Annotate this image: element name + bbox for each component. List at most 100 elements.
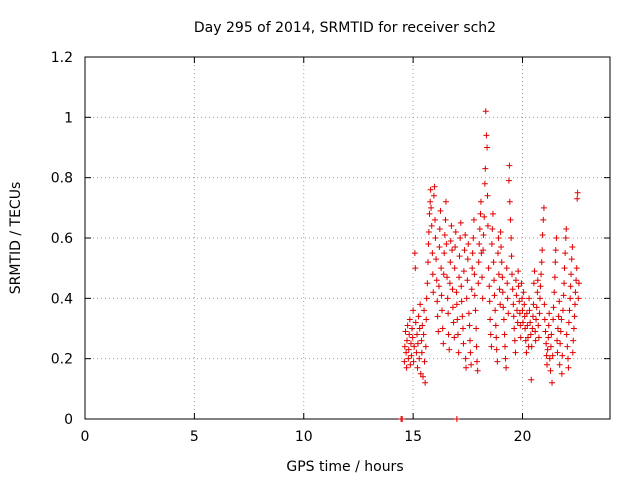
x-tick-label: 10 xyxy=(295,429,313,445)
data-point xyxy=(542,328,549,335)
data-point xyxy=(561,280,568,287)
data-point xyxy=(460,340,467,347)
data-point xyxy=(509,271,515,278)
data-point xyxy=(452,228,459,235)
data-point xyxy=(495,250,501,257)
data-point xyxy=(552,247,559,254)
data-point xyxy=(569,349,576,356)
x-tick-label: 15 xyxy=(404,429,422,445)
data-point xyxy=(509,286,516,293)
data-point xyxy=(548,331,555,338)
data-point xyxy=(428,222,435,229)
data-point xyxy=(508,253,515,260)
data-point xyxy=(471,271,478,278)
data-point xyxy=(414,340,421,347)
data-point xyxy=(502,355,509,362)
data-point xyxy=(462,355,469,362)
data-point xyxy=(464,277,471,284)
data-point xyxy=(407,340,414,347)
data-point xyxy=(482,108,489,115)
data-point xyxy=(427,186,434,193)
data-point xyxy=(538,259,545,266)
data-point xyxy=(475,280,482,287)
data-point xyxy=(527,319,534,326)
data-point xyxy=(478,250,485,257)
data-point xyxy=(523,349,530,356)
data-point xyxy=(495,235,502,241)
data-point xyxy=(407,361,414,368)
x-axis-label: GPS time / hours xyxy=(286,459,403,475)
data-point xyxy=(451,265,458,272)
data-point xyxy=(411,343,418,350)
data-point xyxy=(482,165,489,172)
data-point xyxy=(506,162,513,169)
data-point xyxy=(568,271,575,278)
data-point xyxy=(553,235,560,241)
data-point xyxy=(529,325,536,332)
data-point xyxy=(534,289,541,296)
data-point xyxy=(572,301,578,308)
data-point xyxy=(489,225,496,232)
data-point xyxy=(469,250,476,257)
data-point xyxy=(541,316,548,323)
data-point xyxy=(447,238,454,245)
data-point xyxy=(558,316,565,323)
data-point xyxy=(453,301,460,308)
data-point xyxy=(507,216,514,223)
data-point xyxy=(508,235,515,241)
data-point xyxy=(484,192,491,199)
data-point xyxy=(422,343,429,350)
data-point xyxy=(416,325,423,332)
data-point xyxy=(401,343,408,350)
plot-frame xyxy=(84,56,611,420)
data-point xyxy=(448,222,455,229)
data-point xyxy=(526,295,533,302)
data-point xyxy=(477,198,484,205)
data-point xyxy=(561,265,568,272)
data-point xyxy=(545,322,552,329)
data-point xyxy=(479,274,486,281)
data-point xyxy=(453,416,460,422)
data-point xyxy=(469,265,476,272)
data-point xyxy=(476,241,483,248)
data-point xyxy=(465,241,472,248)
grid xyxy=(85,57,610,419)
data-point xyxy=(460,325,466,332)
data-point xyxy=(404,322,411,329)
data-point xyxy=(433,256,440,263)
data-point xyxy=(573,265,580,272)
data-point xyxy=(473,343,480,350)
data-point xyxy=(496,286,503,293)
data-point xyxy=(521,301,528,308)
data-point xyxy=(506,198,513,205)
data-point xyxy=(533,316,540,323)
data-point xyxy=(468,361,475,368)
data-point xyxy=(524,334,531,341)
data-point xyxy=(417,370,424,377)
data-point xyxy=(467,337,473,344)
data-point xyxy=(558,370,565,377)
data-point xyxy=(405,346,412,353)
data-point xyxy=(516,298,523,305)
data-point xyxy=(483,132,490,139)
data-point xyxy=(462,231,469,238)
data-point xyxy=(537,295,543,302)
data-point xyxy=(473,325,480,332)
data-point xyxy=(485,265,492,272)
data-point xyxy=(435,283,442,290)
data-point xyxy=(446,280,453,287)
data-point xyxy=(551,274,558,281)
data-point xyxy=(518,280,525,287)
data-point xyxy=(559,307,566,314)
data-point xyxy=(512,349,519,356)
data-point xyxy=(530,280,537,287)
data-point xyxy=(488,241,495,248)
data-point xyxy=(492,322,499,329)
data-point xyxy=(514,307,521,314)
data-point xyxy=(513,292,520,299)
data-point xyxy=(406,331,413,338)
data-point xyxy=(504,295,511,302)
data-point xyxy=(419,322,426,329)
x-tick-label: 0 xyxy=(81,429,90,445)
y-tick-label: 0 xyxy=(64,412,73,428)
